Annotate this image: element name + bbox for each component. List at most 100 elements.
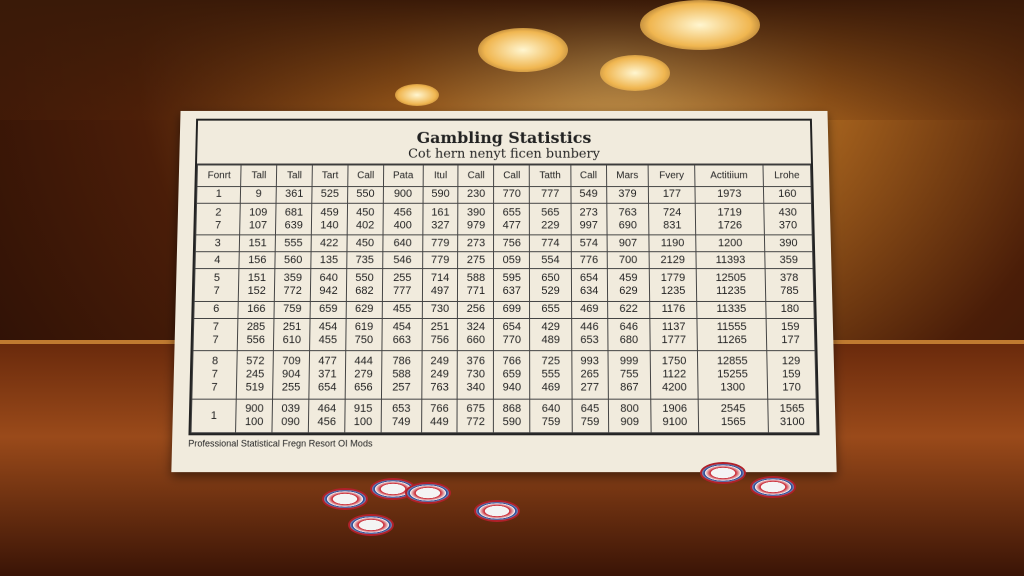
cell-value: 680 bbox=[619, 334, 639, 347]
table-cell: 900 100 bbox=[235, 399, 273, 433]
column-header: Call bbox=[458, 165, 494, 187]
cell-value: 275 bbox=[466, 253, 486, 266]
cell-value: 100 bbox=[244, 416, 264, 429]
cell-value: 456 bbox=[317, 416, 337, 429]
cell-value: 390 bbox=[779, 237, 798, 250]
table-cell: 595 637 bbox=[493, 268, 530, 302]
cell-value: 059 bbox=[502, 253, 521, 266]
table-cell: 655 477 bbox=[493, 203, 530, 236]
cell-value: 654 bbox=[579, 272, 599, 284]
table-cell: 915 100 bbox=[344, 399, 382, 433]
cell-value: 755 bbox=[619, 368, 639, 381]
cell-value: 180 bbox=[780, 303, 800, 316]
cell-value: 786 bbox=[392, 355, 411, 368]
cell-value: 831 bbox=[663, 219, 682, 232]
cell-value: 1 bbox=[210, 409, 218, 422]
cell-value: 444 bbox=[354, 355, 373, 368]
statistics-table: Fonrt Tall Tall Tart Call Pata Itul Call Call Tat… bbox=[191, 165, 818, 434]
table-cell: 645 759 bbox=[571, 399, 609, 433]
table-cell: 730 bbox=[421, 301, 458, 319]
table-cell: 9 bbox=[240, 186, 277, 204]
table-cell: 390 bbox=[764, 235, 813, 252]
table-cell: 444 279 656 bbox=[345, 350, 382, 400]
table-cell: 454 663 bbox=[381, 318, 422, 351]
table-cell: 039 090 bbox=[272, 399, 309, 433]
cell-value: 653 bbox=[391, 402, 411, 416]
cell-value: 6 bbox=[212, 303, 220, 316]
cell-value: 730 bbox=[430, 303, 450, 316]
table-cell: 1137 1777 bbox=[649, 318, 698, 351]
cell-value: 654 bbox=[502, 321, 522, 334]
table-cell: 555 bbox=[275, 235, 312, 252]
table-cell: 180 bbox=[765, 301, 815, 319]
cell-value: 1726 bbox=[717, 219, 743, 232]
table-row: 7 7 285 556 251 610 454 455 619 750 454 663 251 756 32… bbox=[193, 318, 815, 351]
table-cell: 422 bbox=[311, 235, 348, 252]
cell-value: 655 bbox=[541, 303, 560, 316]
cell-value: 776 bbox=[579, 253, 599, 266]
table-cell: 1176 bbox=[649, 301, 698, 319]
cell-value: 449 bbox=[430, 416, 449, 429]
cell-value: 9100 bbox=[662, 416, 688, 429]
cell-value: 4 bbox=[214, 253, 221, 266]
card-footer: Professional Statistical Fregn Resort OI… bbox=[188, 438, 373, 449]
table-cell: 640 bbox=[382, 235, 423, 252]
cell-value: 1973 bbox=[717, 188, 742, 201]
table-row: 5 7 151 152 359 772 640 942 550 682 255 777 714 497 58… bbox=[194, 268, 814, 302]
cell-value: 378 bbox=[779, 272, 799, 284]
cell-value: 7 bbox=[213, 284, 220, 297]
poker-chip bbox=[474, 500, 520, 522]
cell-value: 709 bbox=[282, 355, 301, 368]
cell-value: 459 bbox=[320, 206, 339, 219]
cell-value: 774 bbox=[541, 237, 560, 250]
cell-value: 109 bbox=[248, 206, 268, 219]
cell-value: 177 bbox=[781, 334, 800, 347]
cell-value: 572 bbox=[245, 355, 265, 368]
table-cell: 574 bbox=[571, 235, 607, 252]
column-header: Call bbox=[570, 165, 607, 187]
table-cell: 550 bbox=[347, 186, 384, 204]
cell-value: 724 bbox=[662, 206, 682, 219]
table-cell: 800 909 bbox=[608, 399, 652, 433]
table-cell: 709 904 255 bbox=[272, 350, 310, 400]
cell-value: 1122 bbox=[662, 368, 687, 381]
cell-value: 151 bbox=[248, 237, 267, 250]
table-cell: 907 bbox=[606, 235, 650, 252]
table-cell: 455 bbox=[382, 301, 422, 319]
cell-value: 429 bbox=[541, 321, 560, 334]
cell-value: 560 bbox=[283, 253, 303, 266]
table-cell: 454 455 bbox=[309, 318, 347, 351]
cell-value: 151 bbox=[247, 272, 267, 284]
table-cell: 285 556 bbox=[237, 318, 275, 351]
cell-value: 999 bbox=[619, 355, 639, 368]
statistics-card: Gambling Statistics Cot hern nenyt ficen… bbox=[171, 110, 837, 473]
table-cell: 161 327 bbox=[422, 203, 459, 236]
table-cell: 759 bbox=[274, 301, 311, 319]
cell-value: 770 bbox=[502, 334, 522, 347]
cell-value: 129 bbox=[781, 355, 801, 368]
poker-chip bbox=[750, 476, 796, 498]
table-cell: 2545 1565 bbox=[698, 399, 769, 433]
table-cell: 1750 1122 4200 bbox=[650, 350, 699, 400]
chandelier bbox=[600, 55, 670, 91]
table-cell: 777 bbox=[529, 186, 571, 204]
column-header: Tatth bbox=[529, 165, 571, 187]
table-cell: 4 bbox=[194, 251, 240, 269]
cell-value: 675 bbox=[466, 402, 485, 416]
cell-value: 455 bbox=[318, 334, 338, 347]
table-cell: 629 bbox=[346, 301, 383, 319]
table-cell: 477 371 654 bbox=[308, 350, 346, 400]
cell-value: 867 bbox=[620, 381, 639, 394]
cell-value: 556 bbox=[246, 334, 266, 347]
cell-value: 265 bbox=[580, 368, 600, 381]
cell-value: 779 bbox=[430, 253, 450, 266]
cell-value: 11555 bbox=[716, 321, 747, 334]
table-cell: 763 690 bbox=[606, 203, 650, 236]
cell-value: 900 bbox=[245, 402, 264, 416]
table-cell: 446 653 bbox=[571, 318, 608, 351]
cell-value: 251 bbox=[282, 321, 302, 334]
cell-value: 714 bbox=[430, 272, 450, 284]
cell-value: 1779 bbox=[660, 272, 686, 284]
